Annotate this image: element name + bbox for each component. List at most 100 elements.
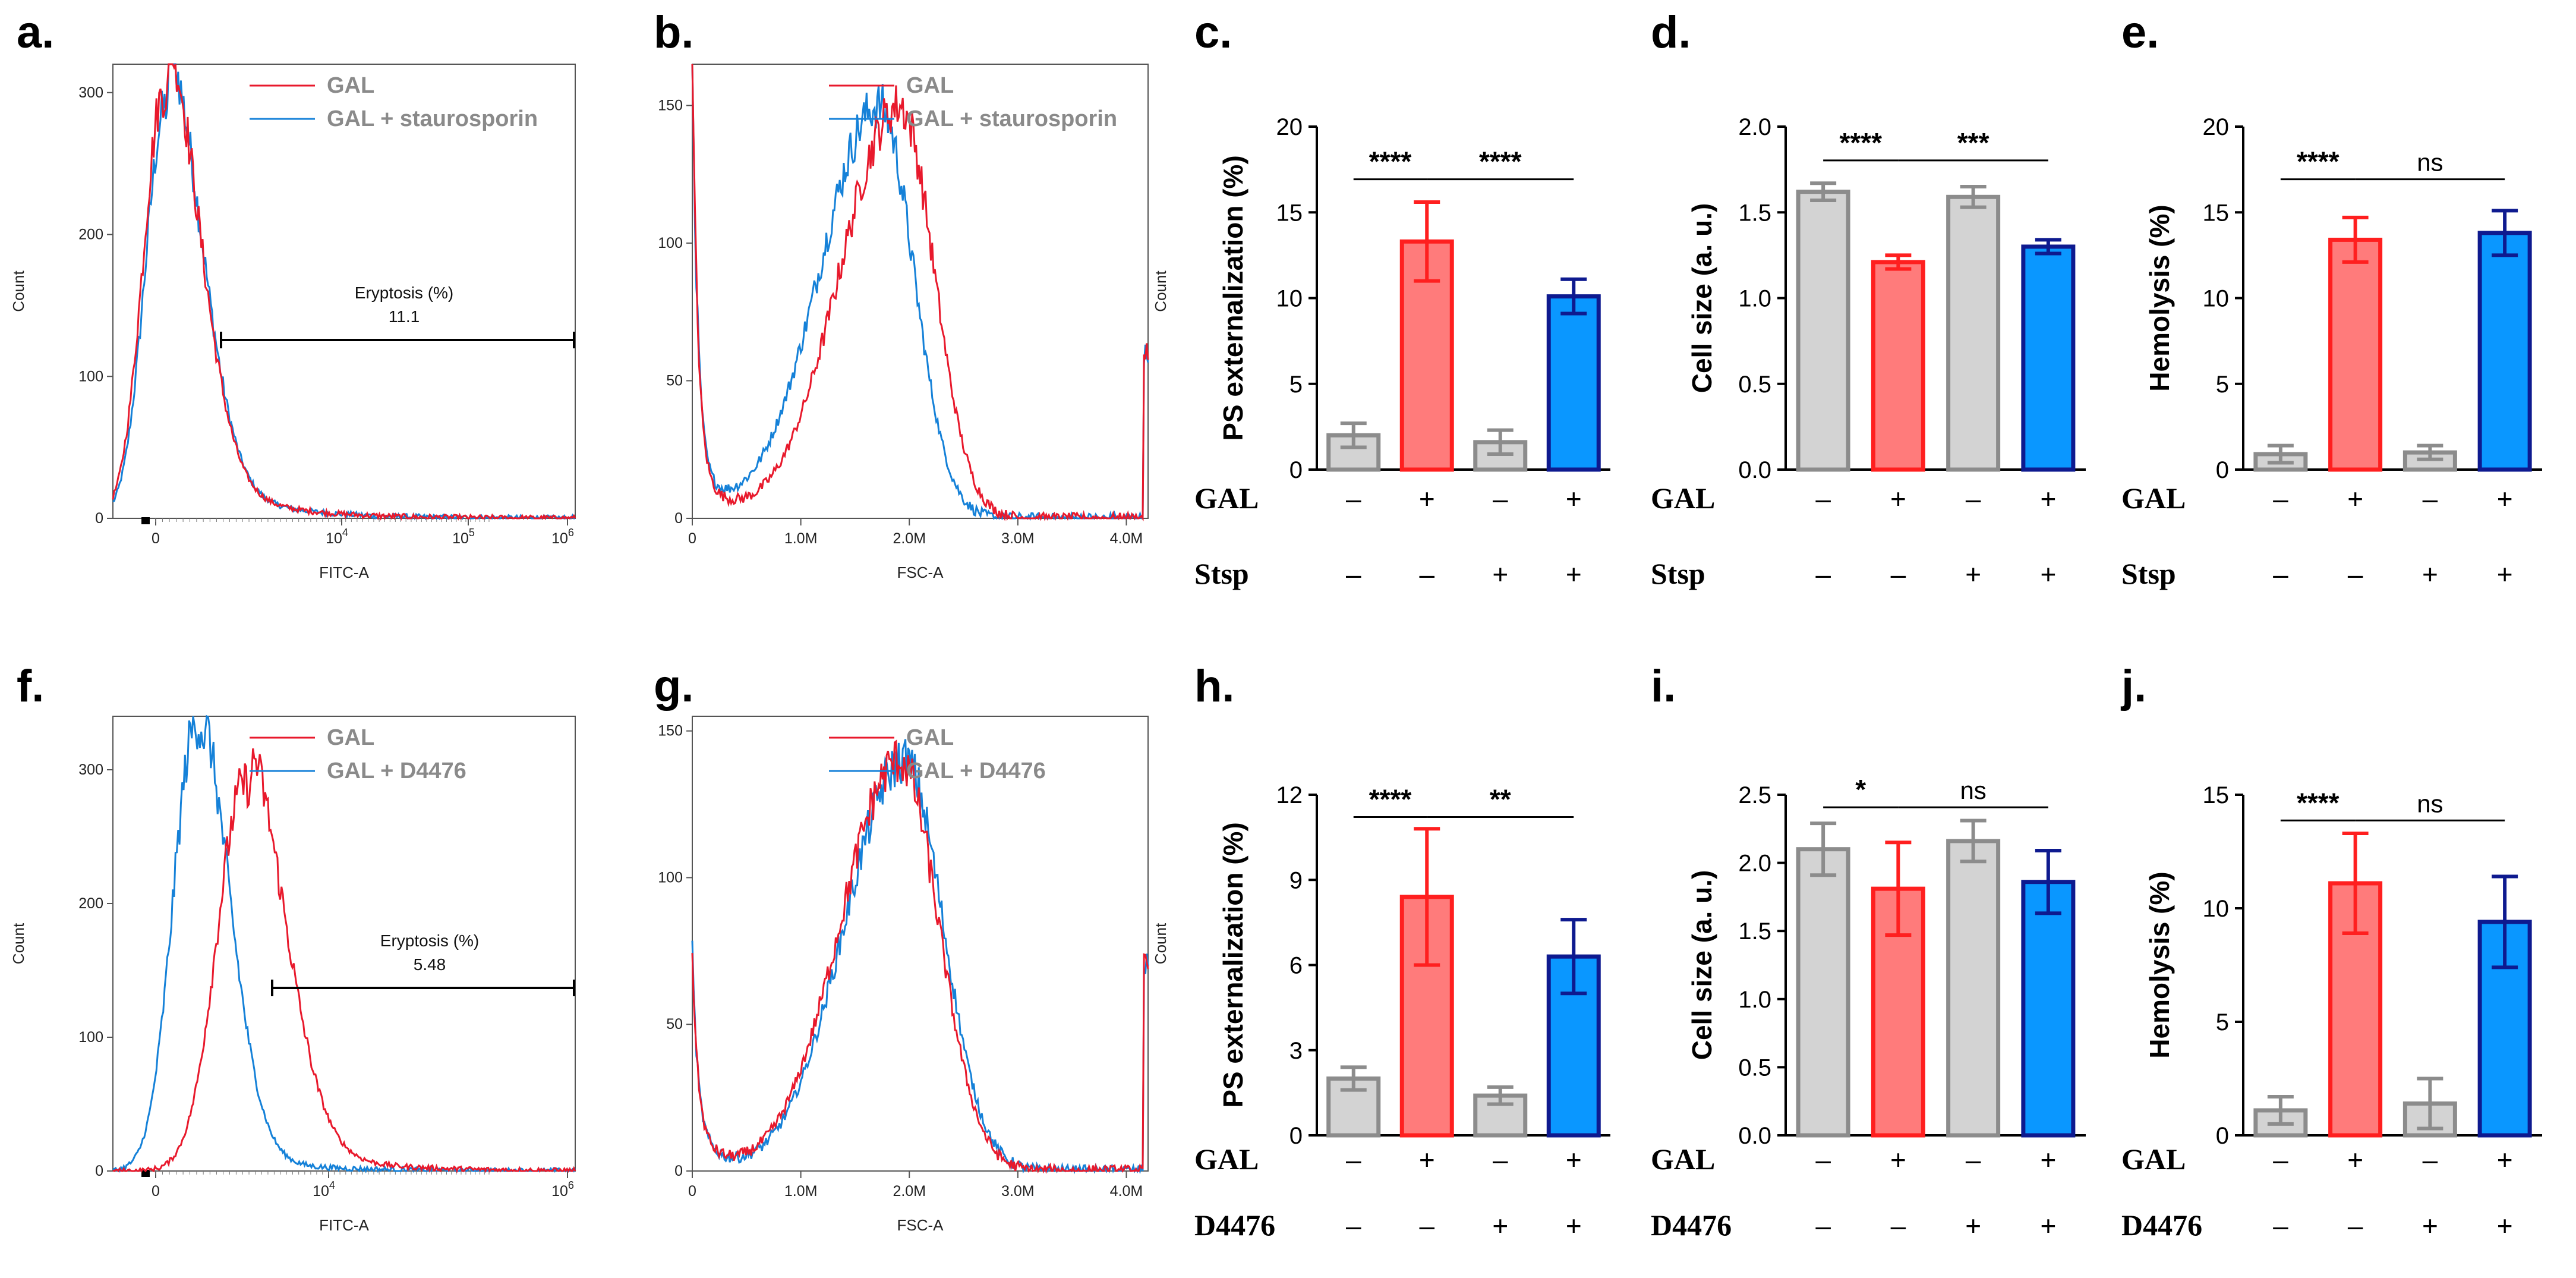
y-tick-label: 12 [1276, 782, 1303, 808]
y-tick-label: 1.5 [1738, 200, 1771, 226]
y-tick-label: 0 [1289, 457, 1303, 483]
condition-sign: + [1419, 483, 1435, 514]
significance-label: ns [2417, 149, 2443, 177]
panel-label: a. [17, 7, 54, 58]
y-tick-label: 5 [2216, 1009, 2229, 1035]
y-tick-label: 0.5 [1738, 1054, 1771, 1081]
significance-label: ** [1490, 784, 1511, 815]
y-tick-label: 9 [1289, 867, 1303, 893]
bar-3 [2021, 244, 2076, 472]
condition-sign: – [2273, 1144, 2288, 1175]
y-tick-label: 0.0 [1738, 1123, 1771, 1149]
y-tick-label: 0 [95, 510, 103, 527]
y-axis-label: Cell size (a. u.) [1686, 203, 1717, 394]
condition-label: GAL [2121, 481, 2186, 515]
legend-entry: GAL + staurosporin [327, 106, 538, 131]
significance-label: * [1855, 774, 1866, 805]
y-tick-label: 10 [2203, 286, 2230, 312]
condition-sign: – [1346, 1144, 1361, 1175]
y-tick-label: 5 [1289, 372, 1303, 398]
axis-marker [141, 517, 150, 524]
condition-sign: – [2423, 1144, 2438, 1175]
y-tick-label: 15 [1276, 200, 1303, 226]
y-tick-label: 1.0 [1738, 286, 1771, 312]
condition-sign: + [1492, 1210, 1508, 1241]
x-tick-label: 2.0M [893, 1183, 926, 1200]
tick-base: 10 [452, 530, 469, 547]
y-tick-label: 2.5 [1738, 782, 1771, 808]
condition-sign: – [1815, 559, 1831, 590]
y-tick-label: 0 [2216, 1123, 2229, 1149]
y-tick-label: 0 [674, 510, 683, 527]
condition-sign: – [1419, 559, 1434, 590]
condition-sign: – [1815, 1210, 1831, 1241]
histogram-series-1 [112, 714, 576, 1173]
condition-sign: + [2497, 1144, 2513, 1175]
histogram-series-1 [691, 64, 1149, 521]
bar-0 [1796, 847, 1850, 1138]
y-tick-label: 100 [78, 368, 103, 385]
y-axis-label: Count [1152, 270, 1169, 312]
bar-3 [2477, 231, 2532, 472]
y-tick-label: 5 [2216, 372, 2229, 398]
condition-sign: – [2273, 559, 2288, 590]
y-axis-label: Cell size (a. u.) [1686, 870, 1717, 1060]
condition-sign: – [1419, 1210, 1434, 1241]
condition-sign: + [1965, 559, 1981, 590]
y-tick-label: 0.0 [1738, 457, 1771, 483]
condition-sign: + [1566, 1144, 1582, 1175]
condition-label: GAL [1651, 481, 1715, 515]
y-tick-label: 100 [658, 869, 683, 886]
legend-entry: GAL [906, 725, 954, 750]
x-tick-label: 106 [551, 1179, 574, 1200]
y-tick-label: 1.0 [1738, 987, 1771, 1013]
significance-label: **** [1369, 784, 1412, 815]
y-tick-label: 50 [666, 1016, 683, 1033]
panel-label: j. [2120, 661, 2146, 712]
gate-value: 11.1 [389, 307, 420, 326]
condition-sign: – [2348, 1210, 2363, 1241]
y-tick-label: 0 [674, 1163, 683, 1179]
condition-label: GAL [1194, 1142, 1259, 1176]
tick-base: 10 [313, 1183, 329, 1200]
histogram-series-1 [112, 63, 575, 521]
bar-0 [1796, 190, 1850, 472]
y-tick-label: 2.0 [1738, 114, 1771, 140]
y-tick-label: 0.5 [1738, 372, 1771, 398]
legend-entry: GAL + staurosporin [906, 106, 1117, 131]
condition-sign: + [1566, 559, 1582, 590]
legend-entry: GAL [327, 73, 374, 98]
x-tick-label: 3.0M [1001, 530, 1035, 547]
histogram-series-0 [112, 748, 576, 1173]
y-tick-label: 3 [1289, 1038, 1303, 1064]
condition-label: D4476 [2121, 1208, 2202, 1242]
condition-sign: + [2422, 1210, 2438, 1241]
significance-label: **** [1479, 146, 1522, 177]
bar-panel-j: j. 0 5 10 15 Hemolysis (%) **** ns GAL – + – + D4476 –… [2120, 661, 2542, 1242]
y-tick-label: 50 [666, 372, 683, 389]
condition-sign: – [2273, 1210, 2288, 1241]
tick-exp: 6 [568, 527, 574, 539]
panel-label: f. [17, 661, 44, 712]
condition-sign: + [2422, 559, 2438, 590]
condition-sign: + [2497, 1210, 2513, 1241]
condition-sign: + [2347, 483, 2363, 514]
x-tick-label: 106 [551, 527, 574, 547]
condition-sign: – [1493, 483, 1508, 514]
x-axis-label: FSC-A [897, 1216, 944, 1234]
plot-frame [692, 64, 1149, 519]
tick-base: 10 [551, 530, 568, 547]
y-tick-label: 0 [95, 1163, 103, 1179]
y-axis-label: PS externalization (%) [1218, 822, 1248, 1108]
y-axis-label: Hemolysis (%) [2144, 204, 2175, 391]
x-tick-label: 105 [452, 527, 475, 547]
panel-label: h. [1194, 661, 1235, 712]
condition-sign: + [2040, 559, 2056, 590]
tick-exp: 5 [469, 527, 475, 539]
condition-sign: + [1890, 483, 1906, 514]
y-tick-label: 0 [1289, 1123, 1303, 1149]
condition-sign: + [2347, 1144, 2363, 1175]
condition-sign: – [2273, 483, 2288, 514]
plot-frame [112, 716, 576, 1172]
